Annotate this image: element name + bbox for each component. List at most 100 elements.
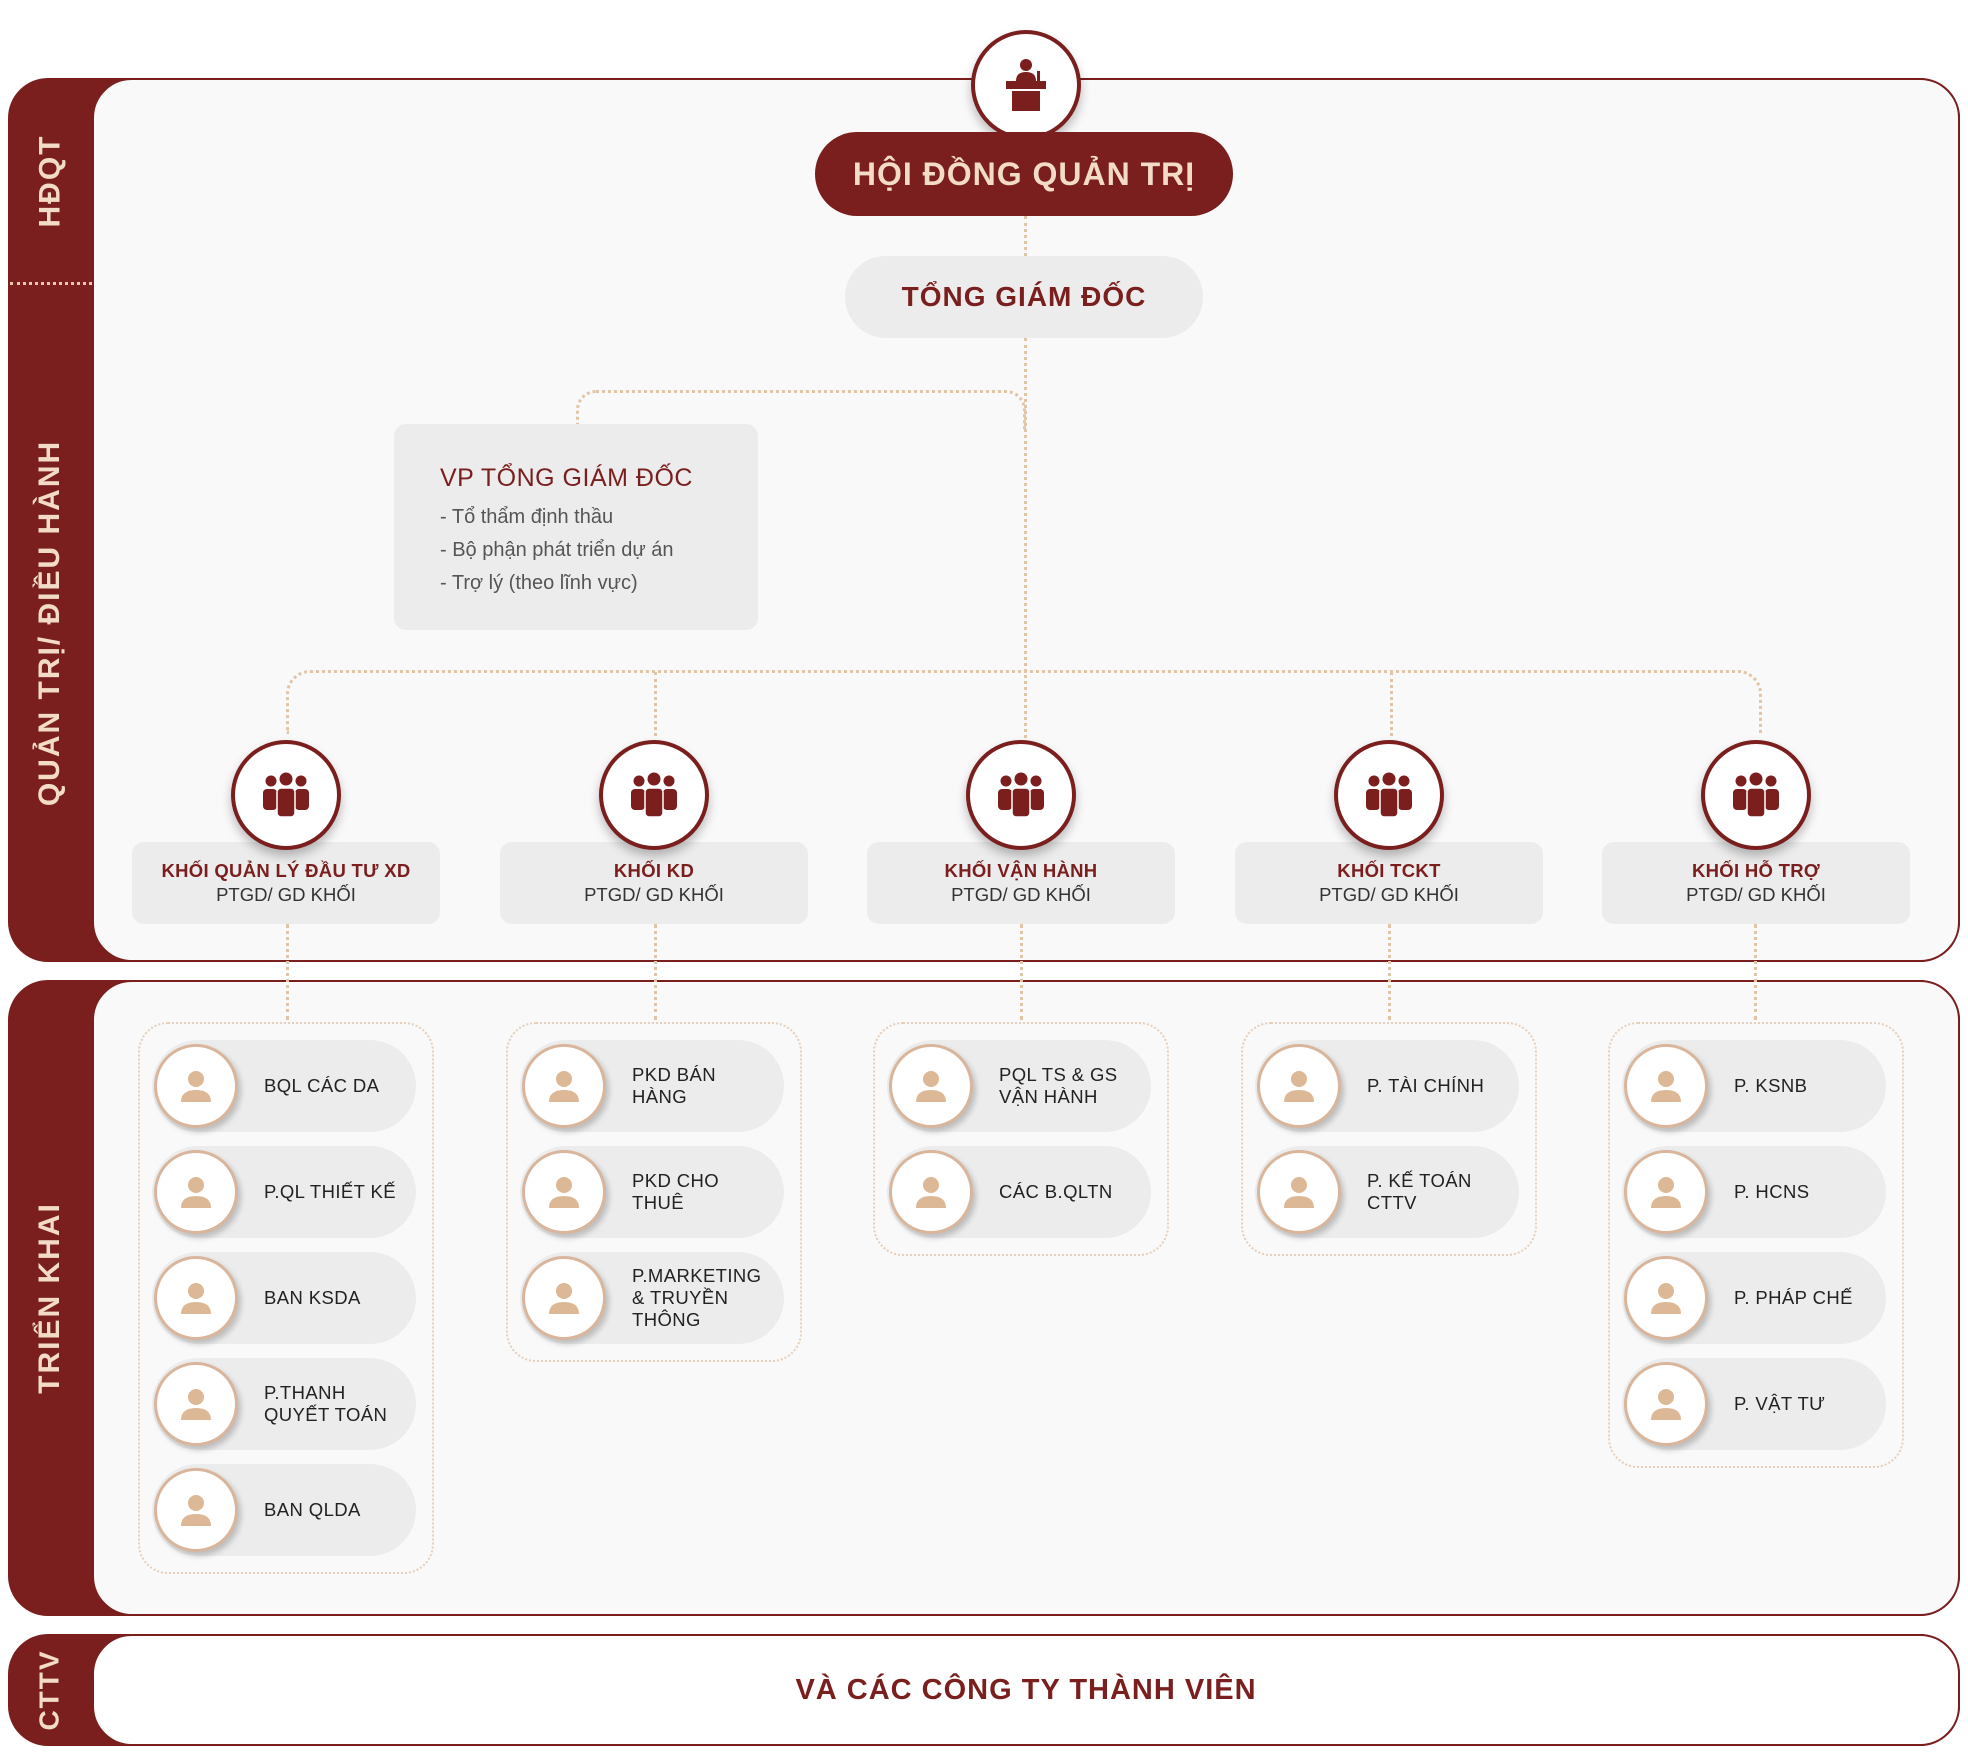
team-group-icon [966,740,1076,850]
section-separator [10,282,92,285]
board-of-directors: HỘI ĐỒNG QUẢN TRỊ [815,132,1233,216]
connector-block-4 [1390,672,1393,736]
department-group: PQL TS & GS VẬN HÀNH CÁC B.QLTN [873,1022,1169,1256]
department-label: BAN QLDA [264,1499,361,1520]
connector-block-depts-5 [1754,924,1757,1020]
block-subtitle: PTGD/ GD KHỐI [584,884,724,905]
person-icon [154,1044,238,1128]
department-item: P. TÀI CHÍNH [1255,1040,1519,1132]
department-group: PKD BÁN HÀNG PKD CHO THUÊ P.MARKETING & TR… [506,1022,802,1362]
block-subtitle: PTGD/ GD KHỐI [1319,884,1459,905]
department-label: P. KSNB [1734,1075,1808,1096]
block-subtitle: PTGD/ GD KHỐI [951,884,1091,905]
subsidiaries-text: VÀ CÁC CÔNG TY THÀNH VIÊN [795,1673,1257,1706]
department-label: P. VẬT TƯ [1734,1393,1826,1414]
block-box: KHỐI HỖ TRỢ PTGD/ GD KHỐI [1602,842,1910,924]
department-group: BQL CÁC DA P.QL THIẾT KẾ BAN KSDA P.THANH Q… [138,1022,434,1574]
section-label-quan-tri: QUẢN TRỊ/ ĐIỀU HÀNH [33,439,66,807]
department-item: P. PHÁP CHẾ [1622,1252,1886,1344]
department-group: P. KSNB P. HCNS P. PHÁP CHẾ P. VẬT TƯ [1608,1022,1904,1468]
general-director: TỔNG GIÁM ĐỐC [845,256,1203,338]
department-item: P.THANH QUYẾT TOÁN [152,1358,416,1450]
connector-block-depts-4 [1388,924,1391,1020]
department-item: BAN KSDA [152,1252,416,1344]
team-group-icon [1334,740,1444,850]
person-icon [889,1044,973,1128]
person-icon [1624,1150,1708,1234]
department-item: P. HCNS [1622,1146,1886,1238]
connector-board-ceo [1024,216,1027,256]
connector-block-2 [654,672,657,736]
block-name: KHỐI HỖ TRỢ [1691,860,1821,881]
department-label: BAN KSDA [264,1287,361,1308]
department-item: BQL CÁC DA [152,1040,416,1132]
person-icon [154,1362,238,1446]
department-item: PQL TS & GS VẬN HÀNH [887,1040,1151,1132]
vp-item: - Trợ lý (theo lĩnh vực) [440,572,638,594]
connector-block-depts-1 [286,924,289,1020]
department-item: PKD CHO THUÊ [520,1146,784,1238]
block-box: KHỐI TCKT PTGD/ GD KHỐI [1235,842,1543,924]
department-item: PKD BÁN HÀNG [520,1040,784,1132]
connector-block-depts-2 [654,924,657,1020]
department-item: CÁC B.QLTN [887,1146,1151,1238]
team-group-icon [599,740,709,850]
department-label: P. TÀI CHÍNH [1367,1075,1485,1096]
department-label: P. PHÁP CHẾ [1734,1287,1853,1308]
connector-blocks-row [286,670,1762,734]
connector-block-depts-3 [1020,924,1023,1020]
person-icon [1257,1044,1341,1128]
person-icon [522,1256,606,1340]
department-label: BQL CÁC DA [264,1075,380,1096]
department-item: BAN QLDA [152,1464,416,1556]
block-name: KHỐI QUẢN LÝ ĐẦU TƯ XD [161,860,411,881]
vp-item: - Tổ thẩm định thầu [440,506,614,528]
team-group-icon [231,740,341,850]
department-item: P. KẾ TOÁN CTTV [1255,1146,1519,1238]
podium-icon [971,30,1081,140]
vp-title: VP TỔNG GIÁM ĐỐC [440,464,693,492]
block-box: KHỐI VẬN HÀNH PTGD/ GD KHỐI [867,842,1175,924]
section-label-hdqt: HĐQT [33,134,66,228]
department-item: P. KSNB [1622,1040,1886,1132]
connector-vp-branch [576,390,1026,430]
department-item: P.MARKETING & TRUYỀN THÔNG [520,1252,784,1344]
department-group: P. TÀI CHÍNH P. KẾ TOÁN CTTV [1241,1022,1537,1256]
department-label: PKD BÁN HÀNG [632,1064,717,1107]
person-icon [889,1150,973,1234]
block-name: KHỐI TCKT [1337,860,1441,881]
subsidiaries-panel [92,1634,1960,1746]
vp-ceo-office: VP TỔNG GIÁM ĐỐC - Tổ thẩm định thầu - B… [394,424,758,630]
department-label: P.MARKETING & TRUYỀN THÔNG [632,1265,762,1330]
connector-ceo-blocks [1024,338,1027,738]
department-label: P. KẾ TOÁN CTTV [1367,1170,1472,1213]
person-icon [1624,1256,1708,1340]
person-icon [154,1150,238,1234]
block-box: KHỐI QUẢN LÝ ĐẦU TƯ XD PTGD/ GD KHỐI [132,842,440,924]
vp-item: - Bộ phận phát triển dự án [440,539,674,561]
person-icon [154,1256,238,1340]
person-icon [522,1044,606,1128]
department-label: PKD CHO THUÊ [632,1170,720,1213]
person-icon [1624,1044,1708,1128]
person-icon [154,1468,238,1552]
department-label: PQL TS & GS VẬN HÀNH [999,1064,1118,1107]
department-item: P. VẬT TƯ [1622,1358,1886,1450]
block-name: KHỐI KD [613,860,695,881]
department-item: P.QL THIẾT KẾ [152,1146,416,1238]
section-label-cttv: CTTV [33,1649,65,1731]
department-label: CÁC B.QLTN [999,1181,1113,1202]
block-box: KHỐI KD PTGD/ GD KHỐI [500,842,808,924]
person-icon [1257,1150,1341,1234]
block-subtitle: PTGD/ GD KHỐI [1686,884,1826,905]
subsidiaries-band: CTTV VÀ CÁC CÔNG TY THÀNH VIÊN [8,1634,1960,1746]
department-label: P.THANH QUYẾT TOÁN [264,1382,388,1425]
department-label: P.QL THIẾT KẾ [264,1181,397,1202]
person-icon [522,1150,606,1234]
block-subtitle: PTGD/ GD KHỐI [216,884,356,905]
team-group-icon [1701,740,1811,850]
section-label-trien-khai: TRIỂN KHAI [33,1202,67,1394]
person-icon [1624,1362,1708,1446]
block-name: KHỐI VẬN HÀNH [944,860,1098,881]
department-label: P. HCNS [1734,1181,1810,1202]
